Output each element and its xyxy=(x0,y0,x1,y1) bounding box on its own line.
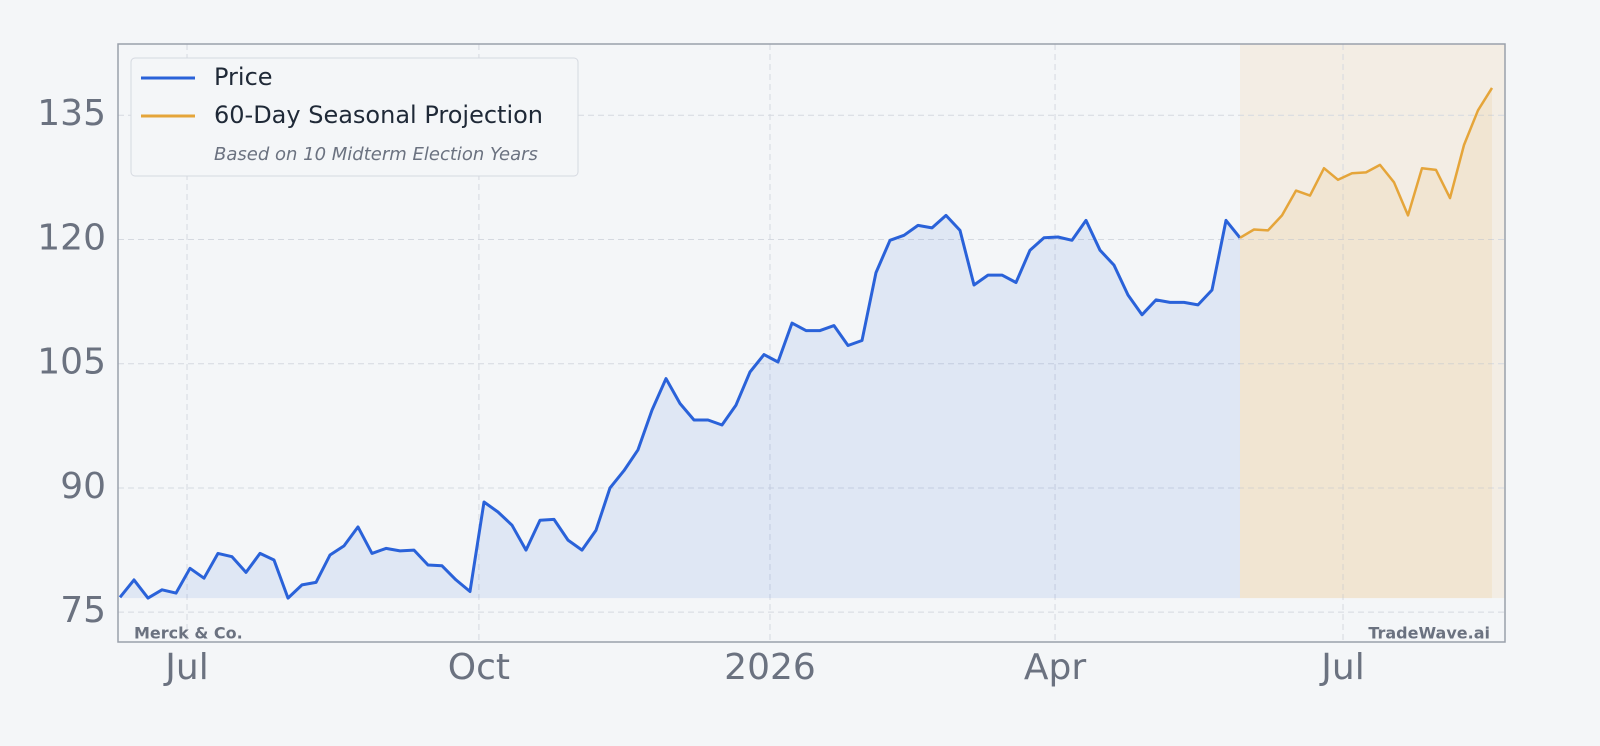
y-tick-label: 135 xyxy=(37,93,106,134)
legend-label: 60-Day Seasonal Projection xyxy=(214,101,543,129)
y-tick-label: 75 xyxy=(60,590,106,631)
series-area xyxy=(119,215,1240,599)
legend-label: Price xyxy=(214,63,273,91)
plot-frame xyxy=(117,43,1506,643)
y-tick-label: 90 xyxy=(60,466,106,507)
y-tick-label: 120 xyxy=(37,217,106,258)
legend-box xyxy=(130,57,579,177)
series-line xyxy=(118,213,1242,600)
y-tick-label: 105 xyxy=(37,342,106,383)
x-tick-label: 2026 xyxy=(724,647,816,688)
series-area xyxy=(1239,87,1492,599)
x-tick-label: Oct xyxy=(448,647,510,688)
legend-note: Based on 10 Midterm Election Years xyxy=(214,144,538,165)
x-tick-label: Jul xyxy=(1319,647,1364,688)
series-line xyxy=(1239,87,1494,239)
brand-label: TradeWave.ai xyxy=(1368,624,1490,643)
x-tick-label: Jul xyxy=(163,647,208,688)
x-tick-label: Apr xyxy=(1024,647,1086,688)
projection-region xyxy=(1239,44,1505,599)
company-label: Merck & Co. xyxy=(134,624,243,643)
